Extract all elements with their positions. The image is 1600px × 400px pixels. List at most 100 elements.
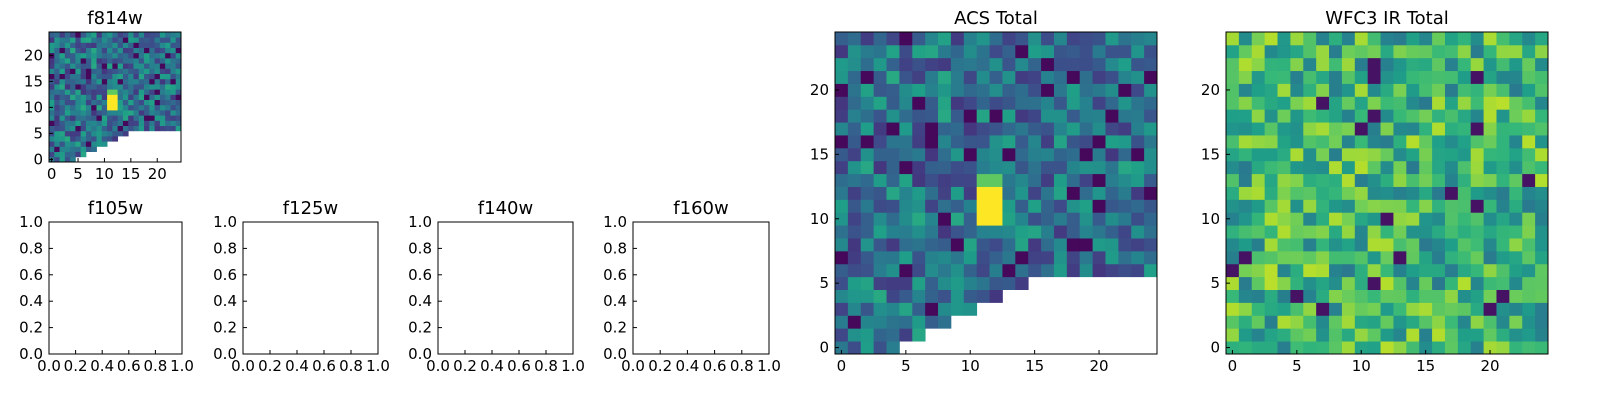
heatmap-cell bbox=[1092, 109, 1106, 123]
heatmap-cell bbox=[54, 47, 60, 54]
heatmap-cell bbox=[912, 302, 926, 316]
heatmap-cell bbox=[1041, 225, 1055, 239]
heatmap-cell bbox=[1226, 96, 1240, 110]
heatmap-cell bbox=[1144, 135, 1158, 149]
heatmap-cell bbox=[107, 89, 113, 95]
heatmap-cell bbox=[1393, 109, 1407, 123]
heatmap-cell bbox=[860, 302, 875, 316]
y-tick-label: 0.8 bbox=[19, 239, 43, 257]
heatmap-cell bbox=[1053, 173, 1068, 187]
heatmap-cell bbox=[75, 58, 82, 64]
heatmap-cell bbox=[1053, 135, 1068, 149]
heatmap-cell bbox=[886, 238, 900, 252]
heatmap-cell bbox=[925, 263, 939, 278]
heatmap-cell bbox=[80, 32, 87, 38]
heatmap-cell bbox=[1066, 238, 1081, 252]
heatmap-cell bbox=[1002, 160, 1016, 175]
heatmap-cell bbox=[1144, 57, 1158, 72]
heatmap-cell bbox=[1041, 160, 1055, 175]
heatmap-cell bbox=[70, 84, 76, 90]
heatmap-cell bbox=[1419, 315, 1433, 329]
heatmap-cell bbox=[1367, 44, 1381, 59]
heatmap-cell bbox=[117, 120, 124, 126]
heatmap-cell bbox=[59, 84, 66, 90]
heatmap-cell bbox=[133, 99, 140, 106]
heatmap-cell bbox=[912, 44, 926, 59]
heatmap-cell bbox=[80, 68, 87, 74]
heatmap-cell bbox=[144, 84, 150, 90]
heatmap-cell bbox=[1144, 173, 1158, 187]
heatmap-cell bbox=[1432, 250, 1446, 265]
heatmap-cell bbox=[1238, 57, 1253, 72]
heatmap-cell bbox=[117, 52, 124, 59]
heatmap-cell bbox=[1118, 83, 1132, 97]
heatmap-cell bbox=[154, 104, 161, 111]
heatmap-cell bbox=[1028, 44, 1042, 59]
heatmap-cell bbox=[1277, 186, 1291, 200]
heatmap-cell bbox=[1015, 199, 1029, 213]
heatmap-cell bbox=[133, 52, 140, 59]
heatmap-cell bbox=[1509, 250, 1523, 265]
heatmap-cell bbox=[101, 37, 108, 43]
heatmap-cell bbox=[835, 83, 849, 97]
heatmap-cell bbox=[938, 44, 952, 59]
heatmap-cell bbox=[1053, 199, 1068, 213]
heatmap-cell bbox=[154, 68, 161, 74]
heatmap-cell bbox=[170, 94, 177, 100]
heatmap-cell bbox=[1002, 212, 1016, 226]
heatmap-cell bbox=[117, 37, 124, 43]
heatmap-cell bbox=[1277, 276, 1291, 290]
heatmap-cell bbox=[1380, 199, 1394, 213]
heatmap-cell bbox=[963, 44, 978, 59]
heatmap-cell bbox=[1341, 70, 1356, 84]
heatmap-cell bbox=[1432, 238, 1446, 252]
heatmap-cell bbox=[1290, 225, 1304, 239]
heatmap-cell bbox=[91, 32, 97, 38]
heatmap-cell bbox=[159, 104, 166, 111]
heatmap-cell bbox=[886, 341, 900, 355]
heatmap-cell bbox=[1329, 263, 1343, 278]
heatmap-cell bbox=[835, 147, 849, 162]
heatmap-cell bbox=[1290, 238, 1304, 252]
heatmap-cell bbox=[860, 70, 875, 84]
heatmap-cell bbox=[170, 99, 177, 106]
heatmap-cell bbox=[873, 250, 887, 265]
heatmap-cell bbox=[1303, 341, 1317, 355]
heatmap-cell bbox=[149, 42, 155, 48]
heatmap-cell bbox=[70, 32, 76, 38]
heatmap-cell bbox=[1303, 147, 1317, 162]
heatmap-cell bbox=[1277, 199, 1291, 213]
heatmap-cell bbox=[91, 73, 97, 80]
heatmap-cell bbox=[1226, 328, 1240, 342]
heatmap-cell bbox=[112, 84, 119, 90]
heatmap-cell bbox=[912, 238, 926, 252]
heatmap-cell bbox=[117, 63, 124, 69]
heatmap-cell bbox=[912, 263, 926, 278]
heatmap-cell bbox=[1470, 83, 1484, 97]
heatmap-cell bbox=[1367, 212, 1381, 226]
heatmap-cell bbox=[1329, 315, 1343, 329]
heatmap-cell bbox=[128, 63, 134, 69]
heatmap-cell bbox=[1028, 122, 1042, 136]
heatmap-cell bbox=[175, 32, 182, 38]
heatmap-cell bbox=[75, 42, 82, 48]
heatmap-cell bbox=[912, 212, 926, 226]
heatmap-cell bbox=[989, 32, 1003, 46]
heatmap-cell bbox=[85, 99, 92, 106]
heatmap-cell bbox=[1118, 32, 1132, 46]
heatmap-cell bbox=[1118, 238, 1132, 252]
y-tick-label: 1.0 bbox=[213, 213, 237, 231]
heatmap-cell bbox=[1092, 186, 1106, 200]
heatmap-cell bbox=[107, 73, 113, 80]
heatmap-cell bbox=[847, 186, 862, 200]
heatmap-cell bbox=[1509, 147, 1523, 162]
heatmap-cell bbox=[170, 68, 177, 74]
heatmap-cell bbox=[1303, 199, 1317, 213]
heatmap-cell bbox=[117, 58, 124, 64]
heatmap-cell bbox=[75, 125, 82, 132]
heatmap-cell bbox=[1079, 212, 1093, 226]
heatmap-cell bbox=[112, 73, 119, 80]
heatmap-cell bbox=[950, 173, 965, 187]
heatmap-cell bbox=[1316, 328, 1330, 342]
